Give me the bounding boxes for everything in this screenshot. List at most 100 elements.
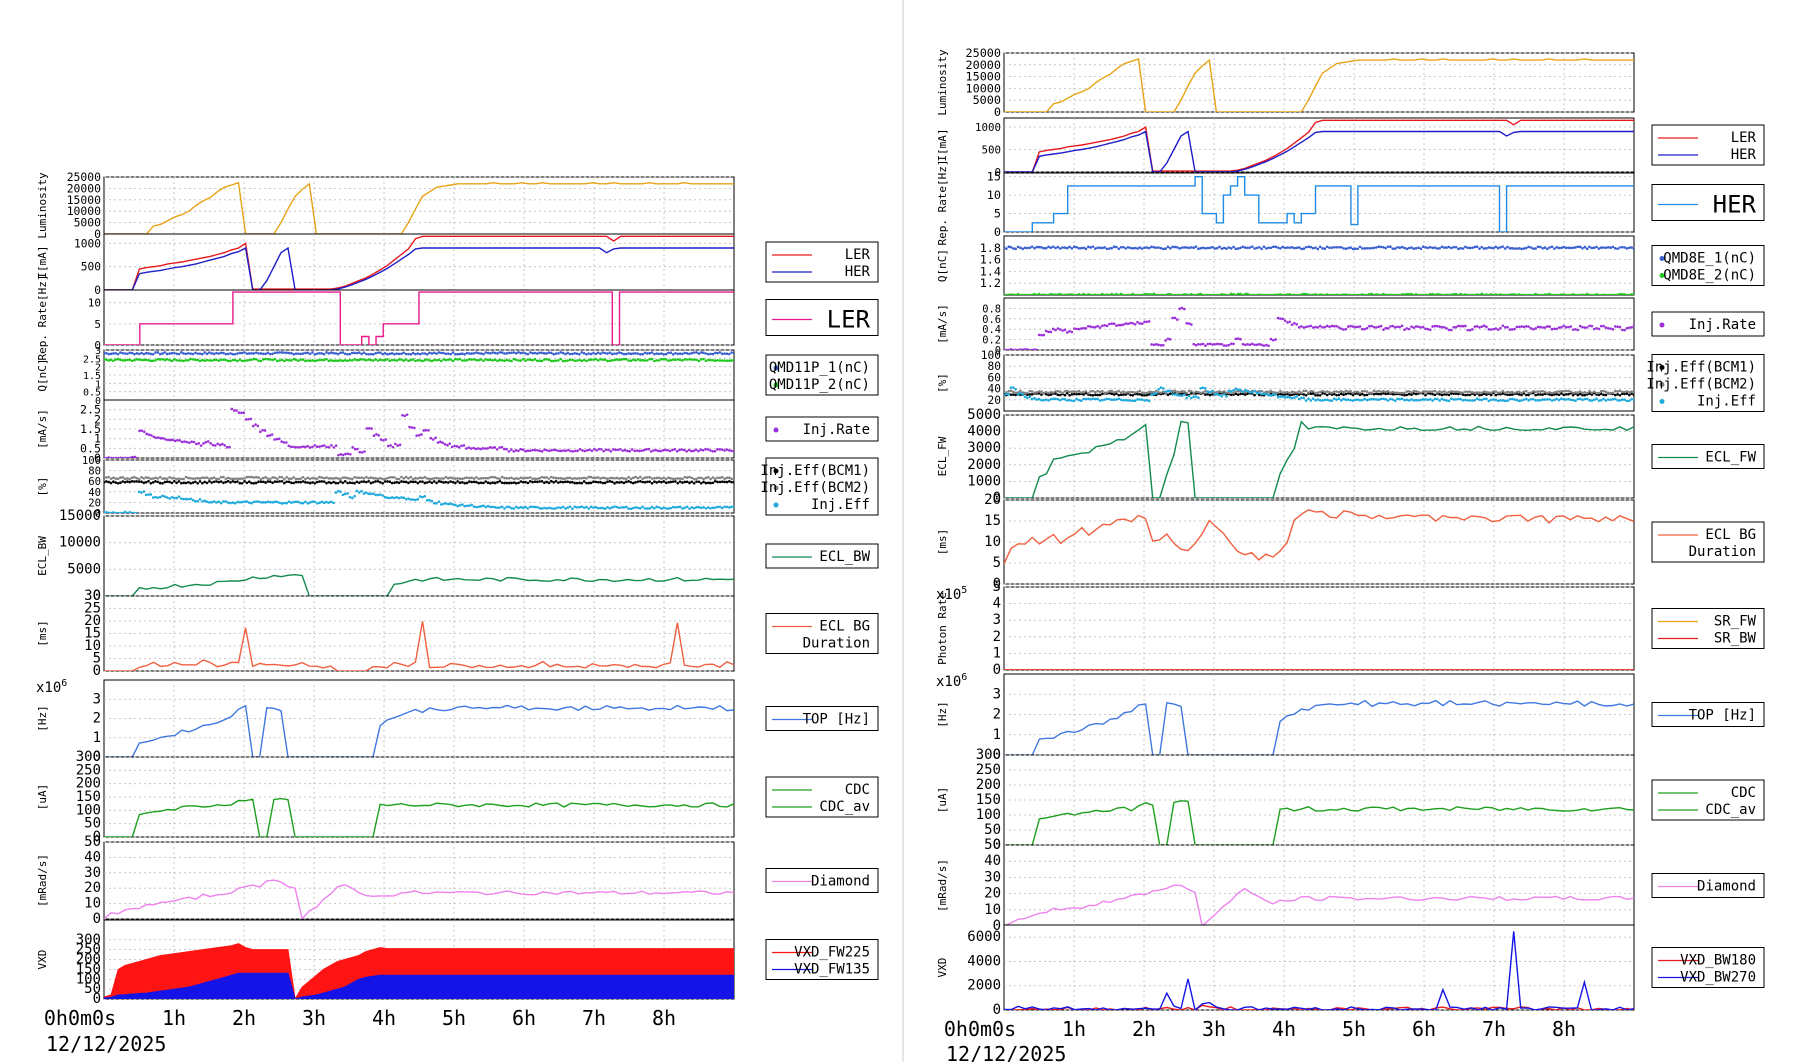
scatter-point (247, 480, 251, 484)
y-tick-label: 0.6 (982, 314, 1001, 326)
scatter-point (664, 358, 668, 361)
scatter-point (1173, 393, 1177, 396)
scatter-point (177, 352, 181, 356)
scatter-point (603, 476, 607, 480)
scatter-point (1539, 325, 1542, 329)
scatter-point (287, 500, 291, 503)
scatter-point (455, 445, 459, 448)
y-tick-label: 15000 (67, 193, 101, 207)
scatter-point (197, 442, 201, 445)
y-tick-label: 20 (984, 492, 1001, 508)
panel-frame (1003, 235, 1635, 296)
scatter-point (226, 352, 230, 356)
scatter-point (493, 358, 497, 362)
scatter-point (1183, 246, 1186, 249)
y-tick-label: 500 (81, 261, 101, 274)
scatter-point (1325, 293, 1329, 295)
scatter-point (1567, 397, 1570, 401)
scatter-point (1140, 391, 1144, 394)
scatter-point (126, 358, 129, 362)
scatter-point (1150, 390, 1153, 394)
scatter-point (456, 358, 459, 361)
scatter-point (245, 481, 249, 485)
scatter-point (1265, 247, 1268, 250)
scatter-point (1332, 397, 1336, 400)
scatter-point (397, 477, 401, 481)
scatter-point (1386, 327, 1390, 330)
scatter-point (1344, 247, 1348, 251)
scatter-point (639, 352, 642, 356)
scatter-point (105, 476, 108, 479)
scatter-point (1117, 247, 1121, 251)
scatter-point (1630, 326, 1633, 329)
scatter-point (1564, 389, 1568, 393)
scatter-point (599, 357, 602, 361)
legend-label: Inj.Eff(BCM1) (1646, 360, 1756, 376)
scatter-point (1323, 293, 1327, 295)
scatter-point (1499, 245, 1502, 249)
legend-label: ECL_BW (819, 549, 870, 565)
legend-label: SR_BW (1714, 631, 1757, 647)
scatter-point (1267, 390, 1270, 394)
scatter-point (1269, 293, 1273, 295)
scatter-point (1009, 293, 1013, 295)
scatter-point (1368, 391, 1371, 395)
scatter-point (575, 352, 579, 356)
scatter-point (1311, 326, 1315, 329)
scatter-point (1328, 325, 1331, 329)
scatter-point (1290, 293, 1294, 295)
scatter-point (396, 444, 399, 447)
scatter-point (1346, 390, 1350, 393)
scatter-point (1623, 246, 1626, 249)
scatter-point (151, 352, 155, 356)
scatter-point (550, 506, 553, 510)
scatter-point (147, 433, 151, 437)
scatter-point (575, 359, 579, 362)
y-tick-label: 0 (95, 508, 101, 520)
scatter-point (1358, 293, 1362, 295)
scatter-point (1047, 399, 1050, 402)
scatter-point (1314, 325, 1317, 329)
scatter-point (633, 449, 636, 453)
scatter-point (594, 505, 598, 509)
scatter-point (175, 477, 178, 481)
scatter-point (114, 456, 118, 458)
legend-box (1651, 184, 1765, 221)
scatter-point (1108, 397, 1111, 401)
scatter-point (1295, 395, 1299, 398)
scatter-point (344, 452, 347, 456)
scatter-point (320, 500, 324, 504)
scatter-point (1478, 398, 1481, 401)
scatter-point (266, 434, 269, 438)
scatter-point (1307, 325, 1310, 328)
y-tick-label: 150 (76, 789, 101, 805)
scatter-point (1342, 247, 1345, 250)
series-group (104, 351, 734, 363)
scatter-point (339, 453, 343, 456)
scatter-point (1159, 391, 1163, 395)
scatter-point (285, 476, 288, 479)
scatter-point (641, 477, 644, 481)
scatter-point (1070, 390, 1074, 393)
scatter-point (233, 502, 237, 505)
scatter-point (1302, 389, 1306, 393)
scatter-point (654, 448, 658, 452)
series-group (1004, 176, 1634, 232)
scatter-point (1269, 246, 1273, 250)
legend-box (765, 613, 879, 654)
scatter-point (1243, 292, 1247, 295)
scatter-point (170, 359, 174, 363)
scatter-point (1239, 246, 1242, 250)
scatter-point (573, 481, 577, 485)
scatter-point (430, 477, 434, 481)
scatter-point (1115, 390, 1118, 394)
scatter-point (1501, 293, 1505, 295)
scatter-point (519, 505, 523, 509)
scatter-point (1604, 246, 1608, 250)
scatter-point (1527, 391, 1530, 395)
scatter-point (1560, 246, 1563, 250)
scatter-point (195, 442, 198, 446)
legend-label: LER (827, 306, 871, 334)
scatter-point (1494, 393, 1498, 397)
scatter-point (1375, 293, 1378, 295)
